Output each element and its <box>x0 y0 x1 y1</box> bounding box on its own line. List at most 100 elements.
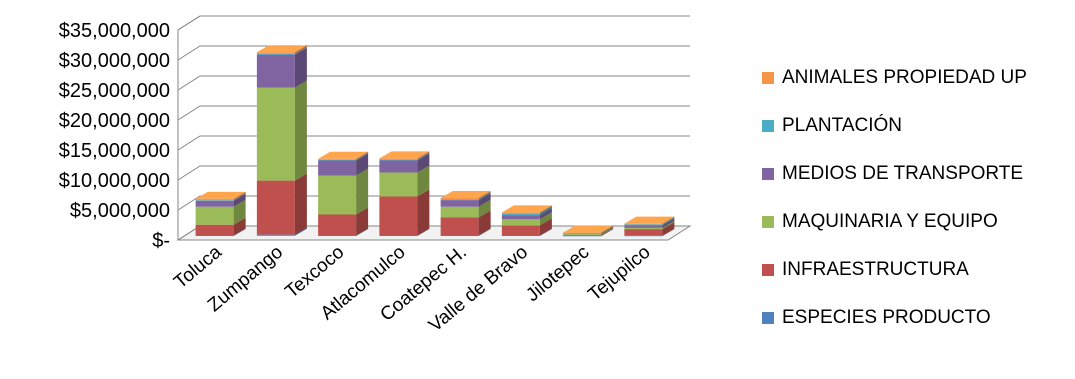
bar-segment-side <box>417 153 430 173</box>
bar-segment <box>624 235 663 237</box>
bar-segment <box>624 223 663 225</box>
bar-segment <box>195 235 234 236</box>
bar-segment <box>379 158 418 160</box>
bar-segment <box>440 206 479 218</box>
legend-label-infraestructura: INFRAESTRUCTURA <box>782 259 969 280</box>
bar-segment <box>379 235 418 236</box>
bar-segment-side <box>417 228 430 236</box>
y-tick-label: $35,000,000 <box>59 20 170 42</box>
bar-segment-side <box>233 193 246 201</box>
bar-segment-side <box>478 193 491 207</box>
x-tick-label: Jilotepec <box>522 242 593 306</box>
bar-segment <box>256 87 295 181</box>
bar-segment <box>501 213 540 216</box>
legend-swatch-especies <box>762 312 774 324</box>
legend-label-especies: ESPECIES PRODUCTO <box>782 307 991 328</box>
legend-swatch-maquinaria <box>762 216 774 228</box>
bar-segment <box>501 235 540 236</box>
bar-segment-side <box>294 173 307 235</box>
bar-segment-side <box>539 206 552 216</box>
bar-segment-side <box>356 168 369 215</box>
bar-stack <box>440 191 491 236</box>
legend-swatch-plantacion <box>762 120 774 132</box>
legend: ANIMALES PROPIEDAD UP PLANTACIÓN MEDIOS … <box>762 62 1072 350</box>
bar-segment <box>440 199 479 201</box>
legend-item-plantacion: PLANTACIÓN <box>762 110 1072 142</box>
bar-segment <box>318 158 357 160</box>
bar-stack <box>563 225 614 237</box>
legend-item-maquinaria: MAQUINARIA Y EQUIPO <box>762 206 1072 238</box>
x-axis-tick-labels: TolucaZumpangoTexcocoAtlacomulcoCoatepec… <box>170 241 654 336</box>
gridline <box>177 15 690 31</box>
bar-segment-side <box>294 227 307 236</box>
bar-segment-side <box>356 151 369 160</box>
y-tick-label: $20,000,000 <box>59 110 170 132</box>
bar-segment-side <box>662 220 675 230</box>
bar-segment-side <box>539 212 552 226</box>
bar-segment-side <box>478 192 491 201</box>
bar-stack <box>501 205 552 236</box>
bar-segment <box>256 52 295 54</box>
legend-label-plantacion: PLANTACIÓN <box>782 115 903 136</box>
y-tick-label: $25,000,000 <box>59 80 170 102</box>
bar-segment-side <box>233 193 246 207</box>
bar-stack <box>256 45 307 236</box>
bar-segment <box>440 235 479 236</box>
bar-segment <box>501 215 540 220</box>
gridline <box>177 75 690 91</box>
bar-segment-side <box>662 217 675 226</box>
bar-segment-side <box>662 222 675 236</box>
legend-label-maquinaria: MAQUINARIA Y EQUIPO <box>782 211 998 232</box>
bar-segment-top <box>624 216 675 224</box>
bar-segment <box>379 196 418 236</box>
bar-segment <box>318 214 357 236</box>
bar-segment-side <box>539 205 552 214</box>
bar-segment-side <box>539 208 552 220</box>
bar-segment-side <box>662 228 675 237</box>
bar-segment <box>563 233 602 235</box>
bar-segment-side <box>233 217 246 236</box>
bar-segment-side <box>294 47 307 55</box>
gridline <box>177 105 690 121</box>
bar-segment <box>256 54 295 88</box>
bar-segment <box>624 227 663 230</box>
bar-segment <box>440 200 479 207</box>
bar-segment <box>379 159 418 161</box>
bar-segment <box>195 200 234 201</box>
bar-stack <box>379 151 430 236</box>
gridlines <box>177 15 690 241</box>
y-tick-label: $5,000,000 <box>70 200 170 222</box>
bar-segment-side <box>417 152 430 161</box>
bar-segment-side <box>417 151 430 160</box>
bar-segment <box>501 219 540 226</box>
legend-swatch-infraestructura <box>762 264 774 276</box>
bar-segment-side <box>478 199 491 218</box>
bar-segment <box>624 229 663 236</box>
y-tick-label: $10,000,000 <box>59 170 170 192</box>
bar-segment-side <box>478 191 491 200</box>
bar-segment-side <box>417 189 430 236</box>
gridline <box>177 45 690 61</box>
bar-segment-side <box>601 227 614 236</box>
bar-segment <box>379 172 418 197</box>
bar-segment-side <box>601 228 614 237</box>
bar-segment <box>195 224 234 236</box>
bar-segment <box>563 234 602 236</box>
bar-segment <box>624 224 663 226</box>
bar-segment-top <box>318 151 369 159</box>
bar-segment <box>318 159 357 161</box>
bar-segment <box>379 160 418 173</box>
bar-segment <box>318 160 357 176</box>
legend-swatch-animales <box>762 72 774 84</box>
bar-segment-side <box>662 218 675 228</box>
bar-segment-side <box>601 225 614 234</box>
legend-item-especies: ESPECIES PRODUCTO <box>762 302 1072 334</box>
bar-segment-side <box>294 80 307 181</box>
bar-segment-top <box>256 45 307 53</box>
bar-segment <box>563 235 602 237</box>
gridline <box>177 165 690 181</box>
bar-segment-side <box>539 218 552 236</box>
x-tick-label: Tejupilco <box>584 242 654 306</box>
bar-segment <box>440 198 479 200</box>
